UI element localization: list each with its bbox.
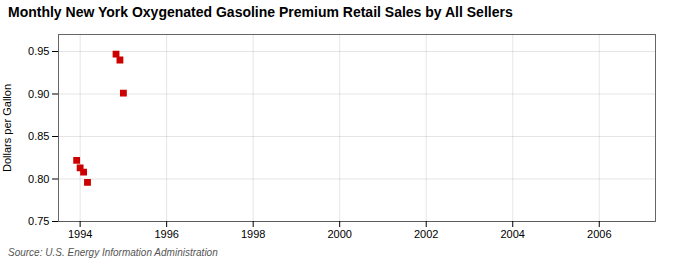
svg-text:0.85: 0.85: [28, 130, 49, 142]
svg-text:0.75: 0.75: [28, 215, 49, 227]
svg-text:1994: 1994: [68, 228, 92, 240]
svg-text:2004: 2004: [500, 228, 524, 240]
svg-text:0.95: 0.95: [28, 45, 49, 57]
svg-text:1998: 1998: [241, 228, 265, 240]
svg-text:Dollars per Gallon: Dollars per Gallon: [1, 84, 13, 172]
svg-text:1996: 1996: [154, 228, 178, 240]
svg-text:2002: 2002: [414, 228, 438, 240]
svg-text:0.80: 0.80: [28, 173, 49, 185]
svg-text:0.90: 0.90: [28, 88, 49, 100]
html-text:Source: U.S. Energy Informatio: Source: U.S. Energy Information Administ…: [8, 247, 218, 258]
svg-text:2000: 2000: [327, 228, 351, 240]
svg-text:2006: 2006: [587, 228, 611, 240]
html-text:Monthly New York Oxygenated Ga: Monthly New York Oxygenated Gasoline Pre…: [8, 4, 513, 20]
